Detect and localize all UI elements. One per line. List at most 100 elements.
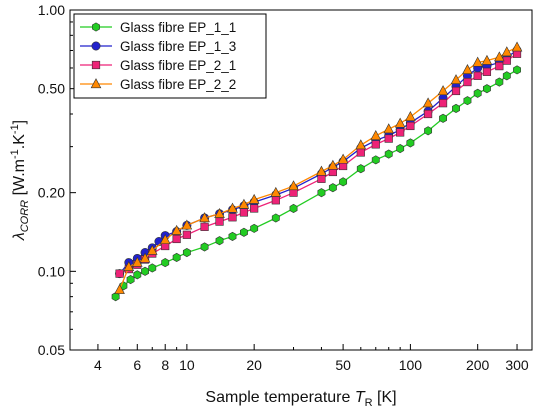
data-point (356, 164, 365, 174)
data-point (473, 88, 482, 98)
data-point (139, 252, 151, 263)
data-point (339, 177, 348, 187)
legend-marker (92, 22, 100, 32)
x-tick-label: 200 (466, 357, 490, 373)
data-point (424, 126, 433, 136)
data-point (182, 230, 191, 239)
data-point (171, 224, 182, 235)
data-point (270, 186, 282, 197)
data-point (502, 71, 511, 81)
data-point (146, 244, 158, 255)
axis-ticks: 4 6 8 10 20 50 100 200 300 0.05 0.10 0.20 0.50 1.00 (38, 2, 529, 373)
data-point (481, 54, 493, 65)
y-axis-title: λCORR [W.m-1.K-1] (9, 120, 31, 241)
y-tick-label: 0.10 (38, 263, 65, 279)
data-point (316, 165, 327, 176)
legend-label: Glass fibre EP_2_1 (120, 58, 236, 73)
data-point (159, 233, 171, 244)
data-point (482, 84, 491, 94)
data-point (513, 65, 521, 75)
data-point (472, 56, 483, 67)
data-point (511, 41, 523, 52)
x-tick-label: 4 (94, 357, 102, 373)
data-point (227, 202, 238, 213)
data-point (501, 46, 513, 57)
data-point (181, 219, 193, 230)
legend-marker (91, 41, 101, 51)
data-point (238, 198, 250, 209)
data-point (473, 71, 482, 80)
data-point (463, 77, 472, 87)
legend-label: Glass fibre EP_1_1 (120, 20, 236, 35)
x-tick-label: 50 (335, 357, 351, 373)
data-point (327, 159, 339, 170)
data-point (370, 129, 382, 140)
data-point (289, 203, 298, 214)
data-point (406, 121, 415, 131)
data-point (396, 128, 405, 137)
data-point (450, 74, 462, 85)
data-point (396, 144, 405, 154)
data-point (172, 234, 181, 244)
series-0 (111, 65, 521, 302)
data-point (383, 123, 395, 134)
data-point (114, 283, 125, 294)
data-point (115, 269, 124, 278)
data-point (437, 85, 449, 96)
data-point (215, 236, 224, 246)
data-point (494, 51, 505, 62)
data-point (495, 62, 504, 71)
data-point (482, 67, 492, 76)
x-axis-title: Sample temperature TR [K] (205, 389, 396, 409)
x-tick-label: 300 (505, 357, 529, 373)
data-point (248, 193, 260, 204)
data-point (250, 223, 259, 233)
data-point (271, 213, 280, 223)
data-point (317, 188, 326, 198)
legend: Glass fibre EP_1_1 Glass fibre EP_1_3 Glas… (73, 13, 267, 99)
data-point (228, 231, 237, 241)
data-point (172, 252, 181, 263)
data-point (355, 139, 367, 150)
y-tick-label: 0.50 (38, 81, 65, 97)
data-point (250, 204, 259, 213)
data-point (123, 261, 135, 271)
x-tick-label: 8 (161, 357, 169, 373)
data-point (384, 149, 393, 159)
y-tick-label: 0.05 (38, 342, 65, 358)
legend-label: Glass fibre EP_2_2 (120, 77, 236, 92)
legend-label: Glass fibre EP_1_3 (120, 39, 236, 54)
data-point (438, 99, 448, 108)
data-point (406, 138, 415, 148)
data-point (288, 180, 299, 191)
series-3 (114, 41, 523, 294)
data-point (337, 153, 349, 164)
data-point (423, 109, 433, 119)
data-point (495, 77, 504, 87)
x-tick-label: 6 (133, 357, 141, 373)
data-point (131, 256, 143, 267)
data-point (384, 134, 393, 143)
data-point (356, 148, 365, 157)
x-tick-label: 20 (246, 357, 262, 373)
data-point (439, 113, 447, 123)
data-point (148, 263, 157, 273)
data-point (111, 292, 120, 302)
data-point (328, 183, 337, 193)
data-point (452, 103, 460, 114)
data-point (200, 222, 209, 231)
data-point (215, 217, 224, 226)
data-point (451, 86, 461, 96)
data-point (371, 140, 380, 149)
data-point (133, 270, 142, 280)
data-point (317, 174, 326, 183)
data-point (228, 213, 237, 222)
data-point (182, 248, 191, 258)
legend-marker (90, 78, 102, 89)
x-tick-label: 10 (179, 357, 195, 373)
data-point (200, 242, 209, 252)
data-point (239, 208, 249, 217)
data-point (422, 97, 434, 108)
y-tick-label: 0.20 (38, 185, 65, 201)
